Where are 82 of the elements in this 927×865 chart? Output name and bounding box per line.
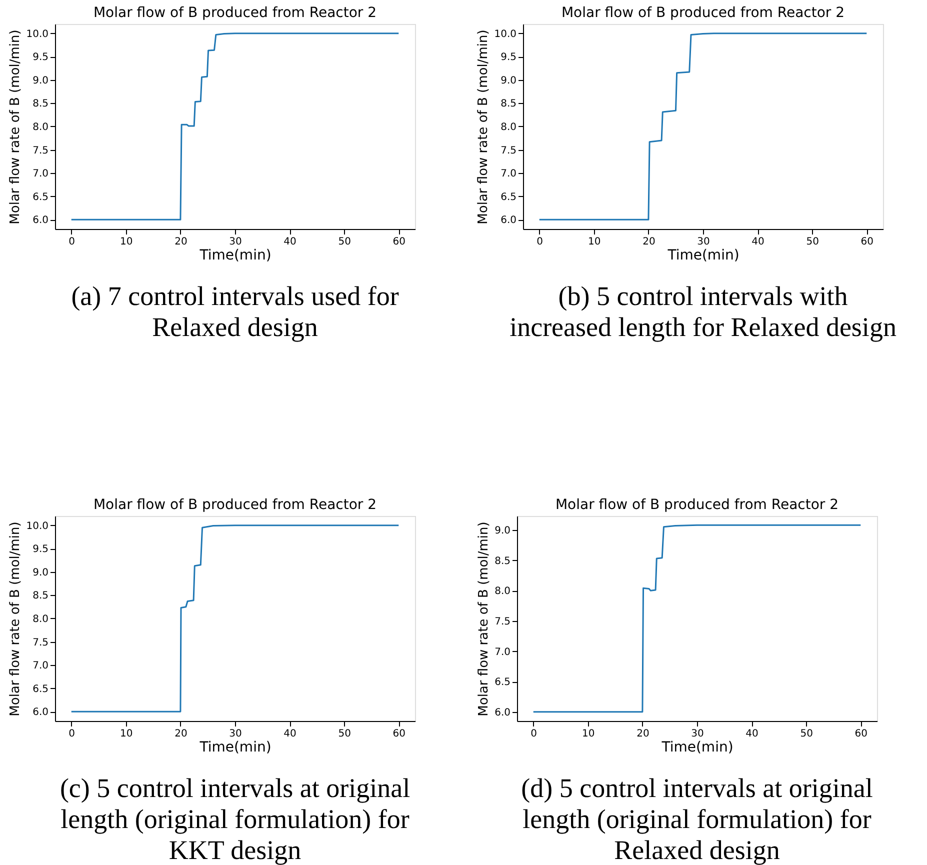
y-tick-label: 6.5 <box>32 192 48 203</box>
x-tick-label: 10 <box>120 728 133 740</box>
y-tick-label: 8.0 <box>500 122 516 133</box>
chart-title: Molar flow of B produced from Reactor 2 <box>561 5 845 21</box>
y-tick-label: 10.0 <box>26 28 48 40</box>
x-tick-label: 0 <box>536 236 544 248</box>
y-tick-label: 9.0 <box>32 75 48 86</box>
y-tick-label: 6.5 <box>494 677 510 688</box>
x-tick-label: 50 <box>338 728 351 740</box>
x-tick-label: 40 <box>284 236 296 248</box>
y-tick-label: 8.0 <box>494 586 510 598</box>
x-axis-title: Time(min) <box>198 248 272 264</box>
chart-title: Molar flow of B produced from Reactor 2 <box>93 5 377 21</box>
y-tick-label: 9.0 <box>32 567 48 578</box>
line-series <box>538 32 868 220</box>
line-series <box>70 32 400 220</box>
y-tick-label: 8.0 <box>32 122 48 133</box>
y-tick-label: 7.0 <box>32 660 48 672</box>
x-tick-label: 60 <box>392 728 406 740</box>
y-axis-title: Molar flow rate of B (mol/min) <box>8 30 24 224</box>
x-tick-label: 60 <box>854 728 868 740</box>
x-tick-label: 0 <box>530 728 538 740</box>
y-tick-label: 7.5 <box>32 637 48 648</box>
line-series <box>532 524 862 713</box>
y-tick-label: 8.5 <box>500 98 516 110</box>
x-tick-label: 20 <box>636 728 650 740</box>
y-tick-label: 6.0 <box>494 707 510 718</box>
x-tick-label: 0 <box>68 728 76 740</box>
y-tick-label: 7.0 <box>500 168 516 180</box>
x-axis-title: Time(min) <box>666 248 740 264</box>
x-tick-label: 40 <box>752 236 764 248</box>
x-tick-label: 10 <box>582 728 595 740</box>
x-tick-label: 10 <box>588 236 601 248</box>
y-tick-label: 8.5 <box>32 98 48 110</box>
x-tick-label: 30 <box>229 236 242 248</box>
x-tick-label: 20 <box>174 728 188 740</box>
y-tick-label: 9.0 <box>494 525 510 536</box>
y-tick-label: 7.0 <box>32 168 48 180</box>
y-tick-label: 9.5 <box>32 52 48 64</box>
x-tick-label: 60 <box>860 236 874 248</box>
line-series <box>70 524 400 712</box>
chart-title: Molar flow of B produced from Reactor 2 <box>555 497 839 513</box>
y-axis-title: Molar flow rate of B (mol/min) <box>8 522 24 716</box>
x-tick-label: 40 <box>746 728 758 740</box>
y-tick-label: 9.5 <box>32 544 48 556</box>
y-tick-label: 7.0 <box>494 646 510 658</box>
y-tick-label: 10.0 <box>494 28 516 40</box>
y-tick-label: 6.0 <box>32 707 48 718</box>
y-tick-label: 7.5 <box>500 145 516 156</box>
y-tick-label: 6.0 <box>32 215 48 226</box>
y-tick-label: 10.0 <box>26 520 48 532</box>
y-axis-title: Molar flow rate of B (mol/min) <box>476 30 492 224</box>
x-tick-label: 20 <box>642 236 656 248</box>
x-tick-label: 30 <box>697 236 710 248</box>
chart-title: Molar flow of B produced from Reactor 2 <box>93 497 377 513</box>
x-axis-title: Time(min) <box>660 740 734 756</box>
x-tick-label: 30 <box>229 728 242 740</box>
y-tick-label: 9.5 <box>500 52 516 64</box>
x-tick-label: 50 <box>800 728 813 740</box>
x-tick-label: 10 <box>120 236 133 248</box>
text: (c) 5 control intervals at original length (original formulation) for KKT design <box>60 773 410 865</box>
text: (b) 5 control intervals with increased length for Relaxed design <box>510 281 897 342</box>
y-axis-title: Molar flow rate of B (mol/min) <box>476 522 492 716</box>
x-tick-label: 0 <box>68 236 76 248</box>
x-tick-label: 20 <box>174 236 188 248</box>
y-tick-label: 6.0 <box>500 215 516 226</box>
y-tick-label: 8.5 <box>32 590 48 602</box>
y-tick-label: 9.0 <box>500 75 516 86</box>
y-tick-label: 6.5 <box>500 192 516 203</box>
y-tick-label: 7.5 <box>494 616 510 628</box>
x-tick-label: 40 <box>284 728 296 740</box>
x-tick-label: 30 <box>691 728 704 740</box>
y-tick-label: 8.5 <box>494 556 510 567</box>
x-tick-label: 50 <box>338 236 351 248</box>
y-tick-label: 7.5 <box>32 145 48 156</box>
y-tick-label: 6.5 <box>32 684 48 695</box>
x-tick-label: 60 <box>392 236 406 248</box>
text: (d) 5 control intervals at original length (original formulation) for Relaxed design <box>521 773 873 865</box>
text: (a) 7 control intervals used for Relaxed design <box>71 281 399 342</box>
y-tick-label: 8.0 <box>32 614 48 625</box>
x-tick-label: 50 <box>806 236 819 248</box>
x-axis-title: Time(min) <box>198 740 272 756</box>
